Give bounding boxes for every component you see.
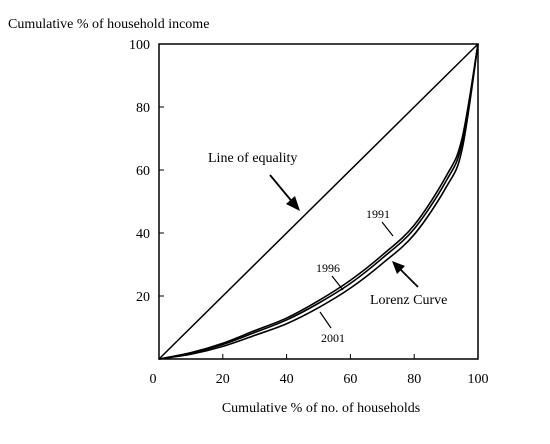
y-tick-label: 40 bbox=[136, 227, 150, 242]
y-tick-label: 60 bbox=[136, 164, 150, 179]
series-layer bbox=[158, 43, 479, 360]
line-of-equality-arrow bbox=[269, 174, 300, 211]
x-axis-ticks: 20 40 60 80 100 bbox=[216, 354, 489, 387]
lorenz-curve-arrow bbox=[392, 261, 419, 288]
series-line-1996 bbox=[158, 43, 479, 360]
y-tick-label: 80 bbox=[136, 101, 150, 116]
lorenz-curve-label: Lorenz Curve bbox=[370, 293, 447, 308]
year-1996-leader bbox=[331, 275, 344, 291]
y-tick-label: 100 bbox=[129, 38, 150, 53]
origin-tick-label: 0 bbox=[150, 372, 157, 387]
x-tick-label: 60 bbox=[343, 372, 357, 387]
series-line-line-of-equality bbox=[158, 43, 479, 360]
year-1991-label: 1991 bbox=[366, 207, 390, 221]
x-tick-label: 40 bbox=[280, 372, 294, 387]
year-1996-label: 1996 bbox=[316, 261, 340, 275]
y-axis-ticks: 20 40 60 80 100 bbox=[129, 38, 164, 305]
line-of-equality-label: Line of equality bbox=[208, 151, 297, 166]
series-line-1991 bbox=[158, 43, 479, 360]
year-1991-leader bbox=[381, 221, 394, 237]
year-2001-label: 2001 bbox=[321, 331, 345, 345]
year-2001-leader bbox=[319, 311, 332, 329]
series-line-2001 bbox=[158, 43, 479, 360]
y-axis-label: Cumulative % of household income bbox=[8, 17, 209, 32]
x-tick-label: 20 bbox=[216, 372, 230, 387]
plot-frame bbox=[158, 43, 479, 360]
x-axis-label: Cumulative % of no. of households bbox=[222, 401, 420, 416]
x-tick-label: 100 bbox=[468, 372, 489, 387]
x-tick-label: 80 bbox=[407, 372, 421, 387]
y-tick-label: 20 bbox=[136, 290, 150, 305]
